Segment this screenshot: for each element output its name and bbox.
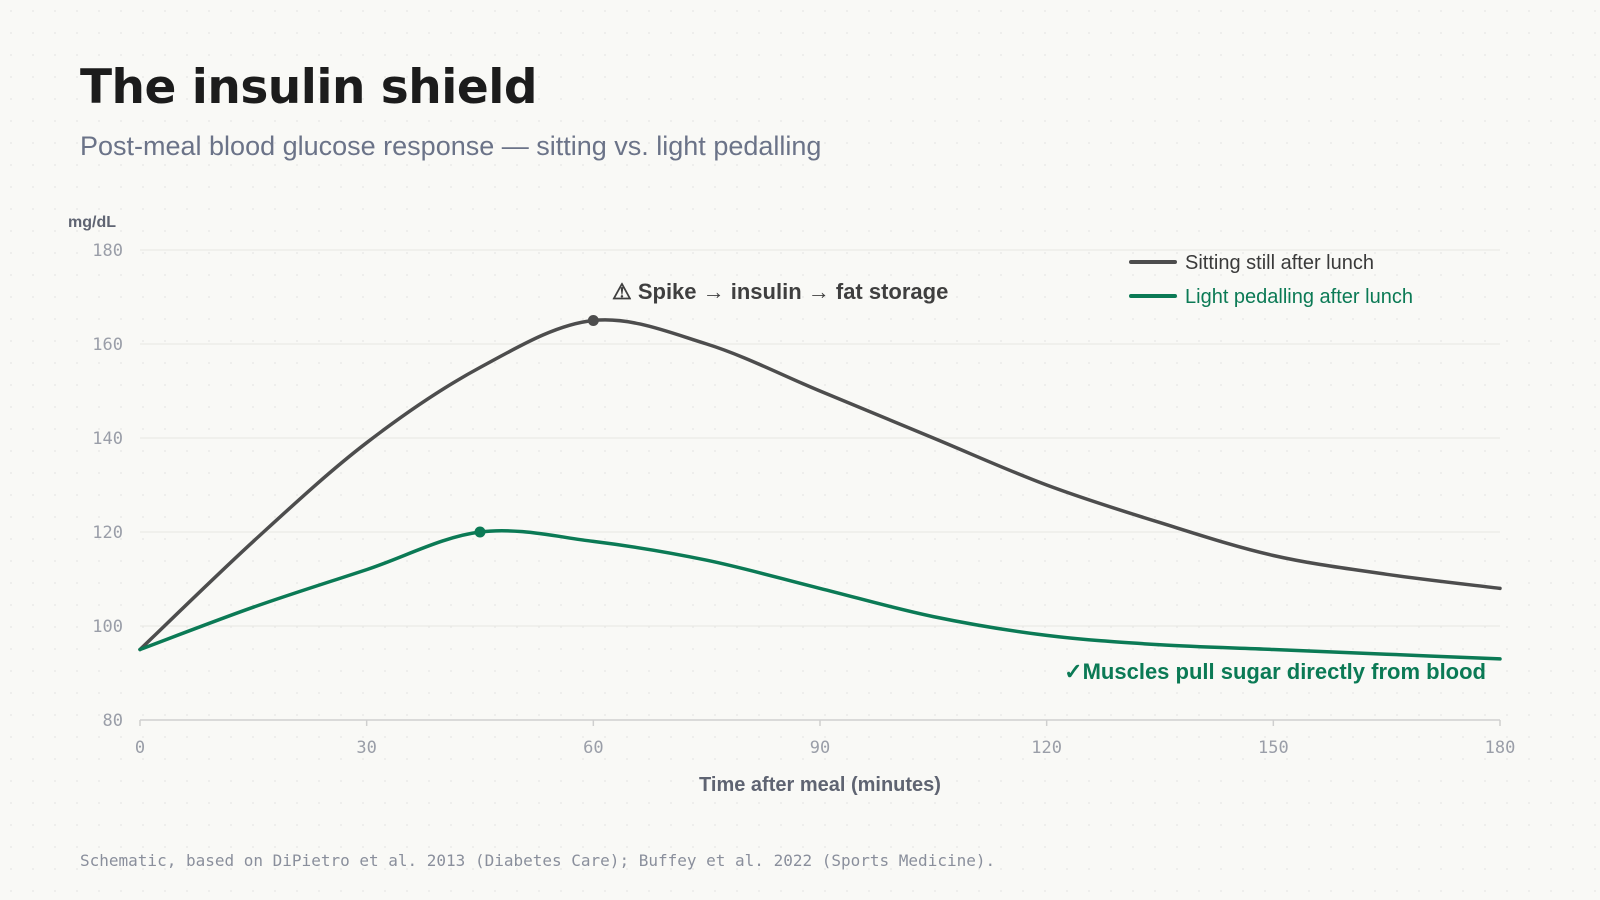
x-tick-label: 90 (810, 738, 830, 758)
y-tick-label: 140 (92, 429, 123, 449)
annotation-muscles: ✓Muscles pull sugar directly from blood (1064, 659, 1486, 684)
x-tick-label: 180 (1485, 738, 1516, 758)
series-line-pedalling (138, 528, 1502, 661)
legend: Sitting still after lunch Light pedalling… (1129, 252, 1413, 308)
gridlines (140, 249, 1500, 627)
x-tick-label: 150 (1258, 738, 1289, 758)
chart-title: The insulin shield (80, 60, 537, 115)
x-axis-label: Time after meal (minutes) (699, 774, 941, 796)
peak-marker-pedalling (474, 526, 486, 538)
x-axis-ticks: 0 30 60 90 120 150 180 (135, 720, 1515, 758)
annotation-spike: ⚠ Spike → insulin → fat storage (612, 279, 948, 304)
x-tick-label: 30 (356, 738, 376, 758)
x-tick-label: 120 (1031, 738, 1062, 758)
peak-marker-sitting (587, 315, 599, 326)
y-tick-label: 160 (92, 335, 123, 355)
y-tick-label: 80 (103, 711, 123, 731)
legend-label-sitting: Sitting still after lunch (1185, 252, 1374, 274)
series-line-sitting (138, 318, 1502, 652)
series-group (138, 315, 1502, 661)
y-tick-label: 180 (92, 241, 123, 261)
y-tick-label: 100 (92, 617, 123, 637)
legend-label-pedalling: Light pedalling after lunch (1185, 286, 1413, 308)
x-tick-label: 60 (583, 738, 603, 758)
y-tick-label: 120 (92, 523, 123, 543)
source-footnote: Schematic, based on DiPietro et al. 2013… (80, 851, 996, 870)
chart-subtitle: Post-meal blood glucose response — sitti… (80, 131, 822, 161)
y-axis-ticks: 80 100 120 140 160 180 (92, 241, 123, 731)
y-axis-unit: mg/dL (68, 214, 116, 231)
x-tick-label: 0 (135, 738, 145, 758)
